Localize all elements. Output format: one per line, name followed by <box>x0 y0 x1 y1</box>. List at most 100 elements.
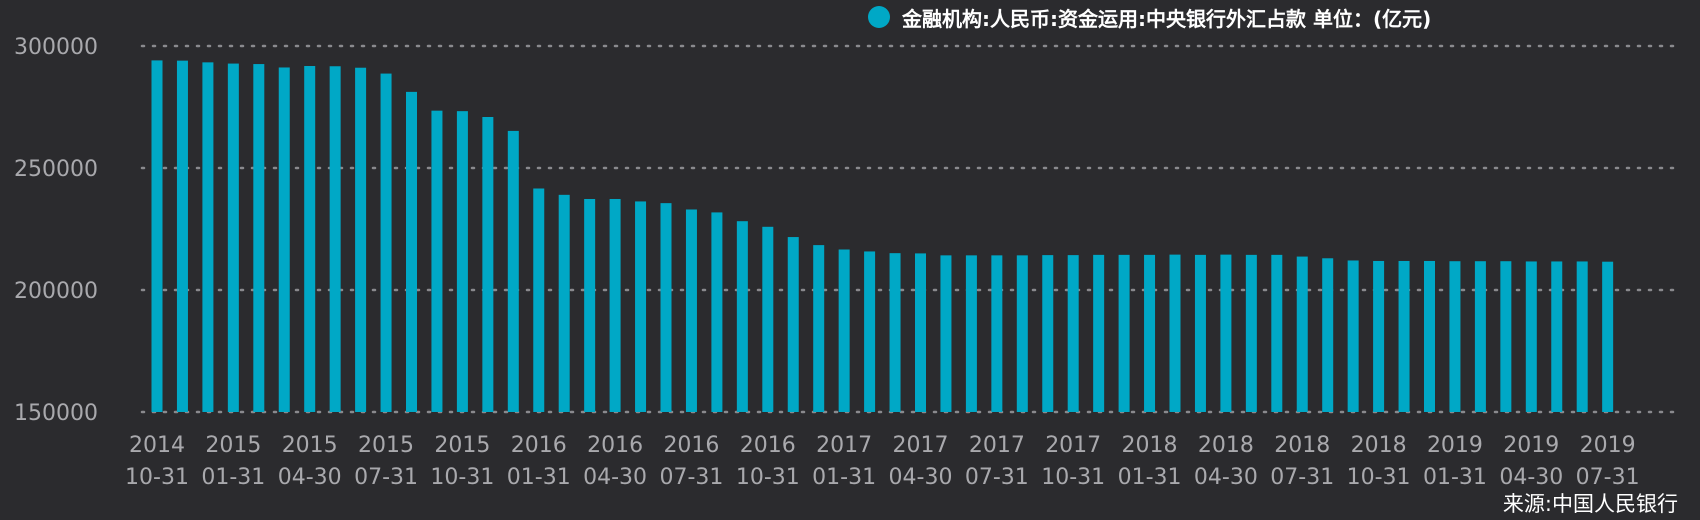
x-tick-label-year: 2014 <box>129 433 185 458</box>
bar <box>1500 261 1512 412</box>
y-tick-label: 200000 <box>14 279 98 304</box>
x-tick-label-date: 01-31 <box>1423 465 1487 490</box>
bar <box>1525 261 1537 412</box>
bar <box>1194 254 1206 412</box>
x-tick-label-date: 10-31 <box>430 465 494 490</box>
bar <box>1296 256 1308 412</box>
bar <box>1474 261 1486 412</box>
legend-marker-icon <box>868 6 890 28</box>
bar <box>1271 254 1283 412</box>
x-tick-label-date: 04-30 <box>583 465 647 490</box>
bar <box>176 60 188 412</box>
x-tick-label-date: 01-31 <box>201 465 265 490</box>
bar <box>1373 260 1385 412</box>
y-tick-label: 150000 <box>14 401 98 426</box>
x-tick-label-year: 2019 <box>1427 433 1483 458</box>
x-tick-label-date: 07-31 <box>1576 465 1640 490</box>
x-tick-label-date: 04-30 <box>278 465 342 490</box>
x-tick-label-date: 01-31 <box>812 465 876 490</box>
bar <box>304 66 316 413</box>
bar <box>991 255 1003 412</box>
bar <box>965 255 977 412</box>
x-tick-label-year: 2015 <box>434 433 490 458</box>
bar <box>1424 260 1435 412</box>
bar <box>558 194 570 412</box>
y-tick-label: 300000 <box>14 35 98 60</box>
bar <box>864 251 876 412</box>
legend: 金融机构:人民币:资金运用:中央银行外汇占款 单位：(亿元) <box>868 2 1431 32</box>
x-tick-label-year: 2018 <box>1351 433 1407 458</box>
bar <box>660 203 672 412</box>
bar <box>1449 261 1461 412</box>
bar <box>1042 255 1054 412</box>
bar <box>762 226 774 412</box>
bar <box>151 60 163 413</box>
bar <box>787 237 799 412</box>
bar <box>1093 254 1105 412</box>
x-tick-label-year: 2018 <box>1198 433 1254 458</box>
bar <box>1602 261 1614 412</box>
legend-label: 金融机构:人民币:资金运用:中央银行外汇占款 单位：(亿元) <box>902 6 1432 31</box>
bar <box>685 209 697 412</box>
x-tick-label-year: 2015 <box>205 433 261 458</box>
x-tick-label-date: 10-31 <box>1347 465 1411 490</box>
x-tick-label-date: 07-31 <box>659 465 723 490</box>
bar <box>609 198 621 412</box>
x-tick-label-year: 2017 <box>816 433 872 458</box>
bar <box>482 117 494 412</box>
x-tick-label-date: 10-31 <box>125 465 189 490</box>
bar <box>1347 260 1359 412</box>
bar <box>406 91 417 412</box>
bar <box>278 67 290 413</box>
x-tick-label-year: 2016 <box>740 433 796 458</box>
x-tick-label-year: 2017 <box>1045 433 1101 458</box>
bar <box>431 110 443 412</box>
bar <box>635 201 647 412</box>
x-tick-label-year: 2016 <box>663 433 719 458</box>
x-tick-label-date: 07-31 <box>1270 465 1334 490</box>
x-tick-label-date: 04-30 <box>1194 465 1258 490</box>
bar <box>1551 261 1563 412</box>
x-tick-label-date: 10-31 <box>736 465 800 490</box>
x-tick-label-date: 07-31 <box>965 465 1029 490</box>
bar <box>456 111 468 412</box>
bar <box>813 245 825 412</box>
source-note: 来源:中国人民银行 <box>1502 492 1678 516</box>
x-tick-label-year: 2019 <box>1503 433 1559 458</box>
y-tick-label: 250000 <box>14 157 98 182</box>
bar <box>1398 260 1410 412</box>
bar <box>1144 254 1156 412</box>
bar <box>1576 261 1588 412</box>
x-tick-label-date: 01-31 <box>1118 465 1182 490</box>
x-tick-label-year: 2015 <box>358 433 414 458</box>
x-tick-label-year: 2019 <box>1580 433 1636 458</box>
x-tick-label-date: 10-31 <box>1041 465 1105 490</box>
x-tick-label-year: 2015 <box>282 433 338 458</box>
x-tick-label-date: 07-31 <box>354 465 418 490</box>
bar <box>584 198 596 412</box>
x-tick-label-date: 04-30 <box>889 465 953 490</box>
x-tick-label-year: 2016 <box>587 433 643 458</box>
x-tick-label-year: 2016 <box>511 433 567 458</box>
x-tick-label-date: 01-31 <box>507 465 571 490</box>
x-tick-label-year: 2017 <box>969 433 1025 458</box>
bar <box>889 253 901 412</box>
bar <box>940 255 952 412</box>
bar <box>202 62 214 413</box>
x-tick-label-year: 2018 <box>1274 433 1330 458</box>
bar <box>1118 254 1130 412</box>
bar <box>736 221 748 412</box>
bar <box>1067 255 1079 412</box>
bar <box>838 249 850 412</box>
bar <box>1169 254 1181 412</box>
bar <box>227 63 239 413</box>
bar <box>1245 254 1257 412</box>
bar <box>1016 255 1028 412</box>
bar <box>355 67 367 412</box>
bar <box>329 66 341 412</box>
bar <box>1220 254 1232 412</box>
bar <box>253 64 265 412</box>
bar <box>507 130 519 413</box>
